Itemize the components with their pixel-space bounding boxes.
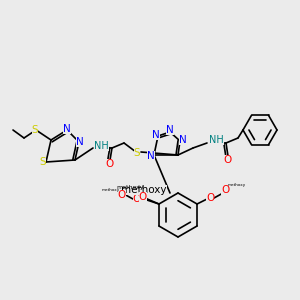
Text: methoxy: methoxy: [228, 183, 246, 187]
Text: methoxy: methoxy: [121, 185, 167, 195]
Text: N: N: [152, 130, 160, 140]
Text: O: O: [221, 185, 229, 195]
Text: S: S: [32, 125, 38, 135]
Text: N: N: [76, 137, 84, 147]
Text: NH: NH: [94, 141, 109, 151]
Text: N: N: [63, 124, 71, 134]
Text: N: N: [147, 151, 155, 161]
Text: O: O: [105, 159, 113, 169]
Text: N: N: [179, 135, 187, 145]
Text: methoxy: methoxy: [116, 185, 144, 190]
Text: N: N: [166, 125, 174, 135]
Text: O: O: [133, 194, 141, 204]
Text: O: O: [139, 192, 147, 202]
Text: S: S: [40, 157, 46, 167]
Text: O: O: [206, 193, 214, 203]
Text: NH: NH: [209, 135, 224, 145]
Text: S: S: [134, 148, 140, 158]
Text: methoxy: methoxy: [102, 188, 120, 192]
Text: O: O: [223, 155, 231, 165]
Text: O: O: [118, 190, 126, 200]
